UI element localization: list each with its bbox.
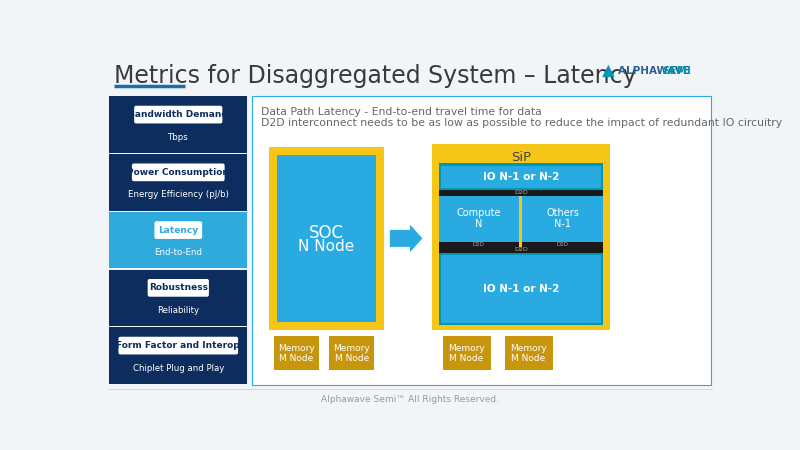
Text: Metrics for Disaggregated System – Latency: Metrics for Disaggregated System – Laten…	[114, 63, 637, 88]
FancyArrow shape	[390, 225, 422, 252]
Bar	[441, 255, 601, 323]
Text: Memory: Memory	[334, 344, 370, 353]
Text: D2D: D2D	[557, 242, 569, 247]
Text: Memory: Memory	[448, 344, 485, 353]
Bar	[110, 96, 247, 153]
Text: Alphawave Semi™ All Rights Reserved.: Alphawave Semi™ All Rights Reserved.	[321, 395, 499, 404]
Text: N Node: N Node	[298, 238, 354, 254]
FancyBboxPatch shape	[148, 279, 209, 297]
Bar	[438, 190, 603, 196]
Text: Latency: Latency	[158, 225, 198, 234]
Bar	[522, 196, 603, 242]
Bar	[110, 154, 247, 211]
Text: Data Path Latency - End-to-end travel time for data: Data Path Latency - End-to-end travel ti…	[262, 107, 542, 117]
Text: Energy Efficiency (pJ/b): Energy Efficiency (pJ/b)	[128, 190, 229, 199]
Bar	[269, 147, 384, 330]
Polygon shape	[602, 65, 614, 77]
Text: M Node: M Node	[511, 354, 546, 363]
FancyBboxPatch shape	[118, 337, 238, 355]
Bar	[330, 336, 374, 370]
Text: M Node: M Node	[279, 354, 314, 363]
FancyBboxPatch shape	[134, 106, 222, 123]
Text: Bandwidth Demand: Bandwidth Demand	[128, 110, 228, 119]
Text: D2D: D2D	[514, 248, 528, 252]
FancyBboxPatch shape	[154, 221, 202, 239]
Text: SOC: SOC	[309, 224, 344, 242]
Bar	[252, 96, 710, 385]
Text: M Node: M Node	[334, 354, 369, 363]
Text: SiP: SiP	[510, 151, 531, 164]
Text: Compute: Compute	[456, 208, 501, 218]
Bar	[110, 212, 247, 269]
Text: Tbps: Tbps	[168, 133, 189, 142]
Bar	[522, 242, 603, 247]
Bar	[438, 247, 603, 252]
FancyBboxPatch shape	[132, 163, 225, 181]
Bar	[438, 242, 518, 247]
Text: Power Consumption: Power Consumption	[127, 168, 230, 177]
Bar	[441, 166, 601, 188]
Text: Robustness: Robustness	[149, 284, 208, 292]
Bar	[110, 270, 247, 326]
Text: ALPHAWAVE: ALPHAWAVE	[618, 66, 693, 76]
Text: Memory: Memory	[510, 344, 547, 353]
Bar	[438, 252, 603, 325]
Bar	[110, 327, 247, 384]
Bar	[442, 336, 490, 370]
Text: N: N	[475, 219, 482, 229]
Text: IO N-1 or N-2: IO N-1 or N-2	[482, 284, 559, 294]
Text: Chiplet Plug and Play: Chiplet Plug and Play	[133, 364, 224, 373]
Text: N-1: N-1	[554, 219, 571, 229]
Text: D2D: D2D	[473, 242, 485, 247]
Text: Form Factor and Interop: Form Factor and Interop	[117, 341, 240, 350]
Text: Others: Others	[546, 208, 579, 218]
Text: End-to-End: End-to-End	[154, 248, 202, 257]
Bar	[438, 196, 518, 242]
Text: IO N-1 or N-2: IO N-1 or N-2	[482, 172, 559, 182]
Bar	[432, 144, 610, 330]
Text: Memory: Memory	[278, 344, 314, 353]
Text: D2D interconnect needs to be as low as possible to reduce the impact of redundan: D2D interconnect needs to be as low as p…	[262, 118, 782, 128]
Bar	[505, 336, 553, 370]
Bar	[274, 336, 318, 370]
Text: SEMI: SEMI	[662, 66, 691, 76]
Text: D2D: D2D	[514, 190, 528, 195]
Text: Reliability: Reliability	[158, 306, 199, 315]
Bar	[277, 155, 376, 322]
Bar	[438, 163, 603, 190]
Text: M Node: M Node	[450, 354, 484, 363]
